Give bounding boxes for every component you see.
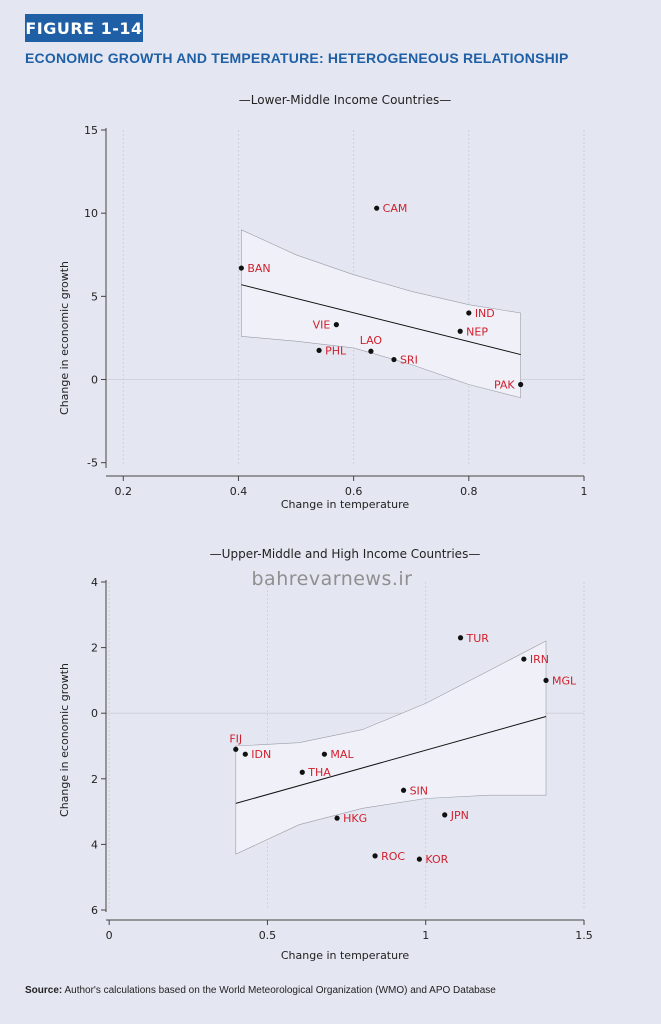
data-point-label: IDN: [251, 748, 271, 761]
data-point-label: CAM: [383, 202, 408, 215]
x-tick-label: 0.2: [115, 485, 133, 498]
data-point: [521, 656, 527, 662]
y-tick-label: 5: [91, 290, 98, 303]
x-tick-label: 1: [581, 485, 588, 498]
data-point: [368, 348, 374, 354]
y-tick-label: 2: [91, 642, 98, 655]
data-point-label: TUR: [466, 632, 490, 645]
data-point-label: PAK: [494, 378, 515, 391]
data-point-label: THA: [307, 766, 331, 779]
x-tick-label: 0.5: [259, 929, 277, 942]
watermark: bahrevarnews.ir: [252, 568, 413, 590]
data-point: [457, 635, 464, 641]
chart-title: —Upper-Middle and High Income Countries—: [210, 547, 481, 561]
data-point: [416, 856, 422, 862]
data-point: [466, 310, 472, 316]
data-point-label: PHL: [325, 344, 347, 357]
y-axis-label: Change in economic growth: [58, 663, 71, 817]
data-point-label: ROC: [381, 850, 405, 863]
y-tick-label: -5: [87, 457, 98, 470]
x-axis-label: Change in temperature: [281, 498, 410, 511]
data-point-label: LAO: [360, 334, 383, 347]
source-text: Author's calculations based on the World…: [64, 985, 496, 996]
data-point: [334, 815, 340, 821]
data-point: [372, 853, 378, 859]
x-tick-label: 0: [106, 929, 113, 942]
chart-lower-middle-income: —Lower-Middle Income Countries— 15 10 5 0 -5…: [58, 93, 588, 511]
data-point: [316, 347, 322, 353]
confidence-band: [235, 640, 547, 855]
data-point: [233, 746, 239, 752]
confidence-band: [241, 229, 521, 399]
data-point-label: BAN: [247, 262, 270, 275]
regression-line: [235, 715, 547, 804]
y-tick-label: 4: [91, 576, 98, 589]
x-axis-label: Change in temperature: [281, 949, 410, 962]
data-point: [391, 356, 397, 363]
data-point: [333, 322, 339, 328]
data-point-label: VIE: [313, 319, 331, 332]
x-tick-label: 1: [422, 929, 429, 942]
regression-line: [241, 284, 521, 356]
data-point: [457, 328, 463, 334]
data-point-label: IRN: [530, 653, 549, 666]
data-point: [374, 205, 380, 211]
x-tick-label: 0.8: [460, 485, 478, 498]
source-label: Source:: [25, 985, 63, 996]
data-point-label: KOR: [425, 853, 448, 866]
data-point: [321, 751, 328, 757]
data-point-label: NEP: [466, 325, 488, 338]
y-tick-label: 0: [91, 374, 98, 387]
figure-title: ECONOMIC GROWTH AND TEMPERATURE: HETEROG…: [25, 50, 569, 66]
data-point: [400, 787, 407, 793]
y-tick-label: 10: [84, 207, 98, 220]
figure-label: FIGURE 1-14: [25, 14, 143, 42]
data-point: [238, 265, 244, 271]
data-point-label: SIN: [410, 784, 428, 797]
y-tick-label: 15: [84, 124, 98, 137]
x-tick-label: 0.6: [345, 485, 363, 498]
data-point-label: FIJ: [229, 732, 242, 745]
data-point: [242, 751, 248, 757]
y-tick-label: 4: [91, 838, 98, 851]
data-point-label: IND: [475, 307, 495, 320]
data-point-label: SRI: [400, 354, 418, 367]
data-point: [518, 381, 524, 388]
data-point: [299, 769, 305, 775]
chart-upper-middle-high-income: —Upper-Middle and High Income Countries—…: [58, 547, 593, 962]
data-point: [543, 677, 549, 683]
data-point-label: HKG: [343, 812, 367, 825]
x-tick-label: 0.4: [230, 485, 248, 498]
x-tick-label: 1.5: [575, 929, 593, 942]
source-note: Source: Author's calculations based on t…: [25, 985, 496, 996]
data-point: [442, 812, 448, 818]
y-tick-label: 2: [91, 773, 98, 786]
data-point-label: MAL: [330, 748, 354, 761]
data-point-label: JPN: [450, 809, 469, 822]
data-point-label: MGL: [552, 674, 577, 687]
y-axis-label: Change in economic growth: [58, 261, 71, 415]
y-tick-label: 6: [91, 904, 98, 917]
chart-title: —Lower-Middle Income Countries—: [239, 93, 451, 107]
y-tick-label: 0: [91, 707, 98, 720]
